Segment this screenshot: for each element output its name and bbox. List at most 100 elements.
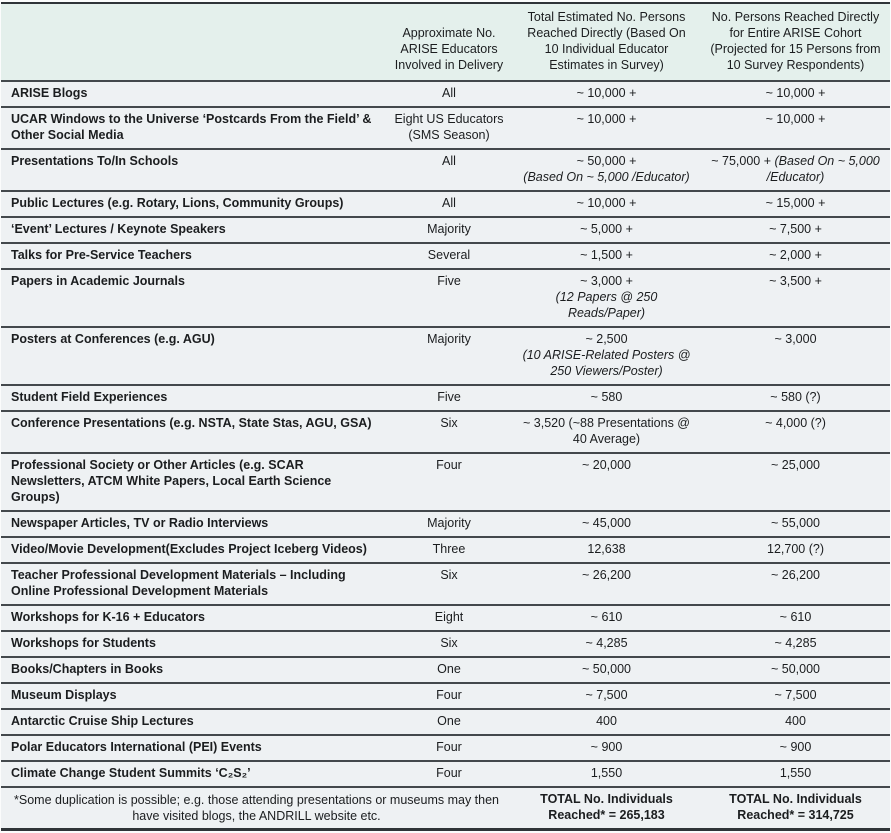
- value: ~ 45,000: [581, 516, 631, 530]
- table-row: Presentations To/In Schools All ~ 50,000 +…: [1, 148, 890, 191]
- activity-cell: Papers in Academic Journals: [1, 268, 386, 327]
- value: 1,550: [590, 766, 623, 780]
- activity-cell: Museum Displays: [1, 682, 386, 709]
- value: ~ 50,000: [770, 662, 820, 676]
- educators-cell: Majority: [386, 510, 512, 537]
- reached-cohort-cell: ~ 4,000 (?): [701, 410, 890, 453]
- activity-cell: Teacher Professional Development Materia…: [1, 562, 386, 605]
- reached-survey-cell: ~ 610: [512, 604, 701, 631]
- activity-cell: Antarctic Cruise Ship Lectures: [1, 708, 386, 735]
- header-activity: [1, 3, 386, 81]
- value: ~ 4,285: [774, 636, 817, 650]
- reached-survey-cell: ~ 45,000: [512, 510, 701, 537]
- reached-cohort-cell: ~ 10,000 +: [701, 80, 890, 107]
- reached-survey-cell: ~ 4,285: [512, 630, 701, 657]
- value: ~ 10,000 +: [765, 112, 826, 126]
- reached-cohort-cell: ~ 55,000: [701, 510, 890, 537]
- educators-cell: Four: [386, 734, 512, 761]
- note-line: (10 ARISE-Related Posters @: [522, 348, 691, 362]
- educators-cell: Majority: [386, 326, 512, 385]
- value: ~ 900: [590, 740, 623, 754]
- table-row: Video/Movie Development(Excludes Project…: [1, 536, 890, 563]
- value: ~ 2,500: [585, 332, 628, 346]
- value: ~ 3,000 +: [580, 274, 633, 288]
- reached-cohort-cell: ~ 2,000 +: [701, 242, 890, 269]
- reached-cohort-cell: ~ 3,000: [701, 326, 890, 385]
- note-line: 250 Viewers/Poster): [550, 364, 663, 378]
- value: ~ 3,000: [774, 332, 817, 346]
- value: 400: [596, 714, 617, 728]
- table-row: Posters at Conferences (e.g. AGU) Majorit…: [1, 326, 890, 385]
- table-row: Teacher Professional Development Materia…: [1, 562, 890, 605]
- reached-survey-cell: ~ 3,520 (~88 Presentations @ 40 Average): [512, 410, 701, 453]
- value-note: (10 ARISE-Related Posters @ 250 Viewers/P…: [518, 347, 695, 379]
- header-reached-survey: Total Estimated No. Persons Reached Dire…: [512, 3, 701, 81]
- value: ~ 7,500: [774, 688, 817, 702]
- reached-cohort-cell: ~ 50,000: [701, 656, 890, 683]
- header-reached-cohort: No. Persons Reached Directly for Entire …: [701, 3, 890, 81]
- educators-cell: All: [386, 80, 512, 107]
- value: 12,700 (?): [767, 542, 824, 556]
- table-row: Antarctic Cruise Ship Lectures One 400 400: [1, 708, 890, 735]
- value: ~ 610: [590, 610, 623, 624]
- table-row: Conference Presentations (e.g. NSTA, Sta…: [1, 410, 890, 453]
- reached-cohort-cell: ~ 15,000 +: [701, 190, 890, 217]
- reached-survey-cell: 12,638: [512, 536, 701, 563]
- activity-cell: Workshops for K-16 + Educators: [1, 604, 386, 631]
- reached-cohort-cell: ~ 610: [701, 604, 890, 631]
- value: ~ 10,000 +: [576, 196, 637, 210]
- activity-cell: Posters at Conferences (e.g. AGU): [1, 326, 386, 385]
- footnote: *Some duplication is possible; e.g. thos…: [1, 786, 512, 830]
- educators-cell: Six: [386, 410, 512, 453]
- footnote-line: have visited blogs, the ANDRILL website …: [132, 809, 381, 823]
- reached-survey-cell: 400: [512, 708, 701, 735]
- value: ~ 10,000 +: [576, 86, 637, 100]
- reached-cohort-cell: ~ 26,200: [701, 562, 890, 605]
- activity-cell: Workshops for Students: [1, 630, 386, 657]
- activity-cell: Books/Chapters in Books: [1, 656, 386, 683]
- value: ~ 2,000 +: [769, 248, 822, 262]
- value-note: (Based On ~ 5,000 /Educator): [766, 154, 880, 184]
- value: 400: [785, 714, 806, 728]
- reached-cohort-cell: ~ 7,500: [701, 682, 890, 709]
- reached-survey-cell: ~ 10,000 +: [512, 106, 701, 149]
- activity-cell: UCAR Windows to the Universe ‘Postcards …: [1, 106, 386, 149]
- value-note: (Based On ~ 5,000 /Educator): [518, 169, 695, 185]
- reached-cohort-cell: 400: [701, 708, 890, 735]
- educators-cell: One: [386, 656, 512, 683]
- reached-survey-cell: 1,550: [512, 760, 701, 787]
- value: ~ 5,000 +: [580, 222, 633, 236]
- activity-cell: Public Lectures (e.g. Rotary, Lions, Com…: [1, 190, 386, 217]
- reached-survey-cell: ~ 10,000 +: [512, 80, 701, 107]
- educators-cell: Five: [386, 384, 512, 411]
- reached-survey-cell: ~ 3,000 + (12 Papers @ 250 Reads/Paper): [512, 268, 701, 327]
- value: ~ 25,000: [770, 458, 820, 472]
- activity-cell: Presentations To/In Schools: [1, 148, 386, 191]
- activity-cell: Student Field Experiences: [1, 384, 386, 411]
- table-row: Museum Displays Four ~ 7,500 ~ 7,500: [1, 682, 890, 709]
- reached-cohort-cell: ~ 25,000: [701, 452, 890, 511]
- educators-cell: Four: [386, 760, 512, 787]
- reached-cohort-cell: ~ 3,500 +: [701, 268, 890, 327]
- activity-cell: Professional Society or Other Articles (…: [1, 452, 386, 511]
- value: ~ 26,200: [581, 568, 631, 582]
- value: ~ 55,000: [770, 516, 820, 530]
- value: ~ 580: [590, 390, 623, 404]
- educators-cell: Eight: [386, 604, 512, 631]
- value: 1,550: [779, 766, 812, 780]
- educators-cell: Three: [386, 536, 512, 563]
- reached-survey-cell: ~ 50,000: [512, 656, 701, 683]
- reached-cohort-cell: 12,700 (?): [701, 536, 890, 563]
- value: ~ 75,000 +: [711, 154, 771, 168]
- educators-cell: Four: [386, 682, 512, 709]
- value: ~ 26,200: [770, 568, 820, 582]
- reached-survey-cell: ~ 2,500 (10 ARISE-Related Posters @ 250 Vi…: [512, 326, 701, 385]
- reached-survey-cell: ~ 5,000 +: [512, 216, 701, 243]
- reached-survey-cell: ~ 7,500: [512, 682, 701, 709]
- activity-cell: ‘Event’ Lectures / Keynote Speakers: [1, 216, 386, 243]
- value: ~ 1,500 +: [580, 248, 633, 262]
- educators-cell: Six: [386, 562, 512, 605]
- total-reached-survey: TOTAL No. Individuals Reached* = 265,183: [512, 786, 701, 830]
